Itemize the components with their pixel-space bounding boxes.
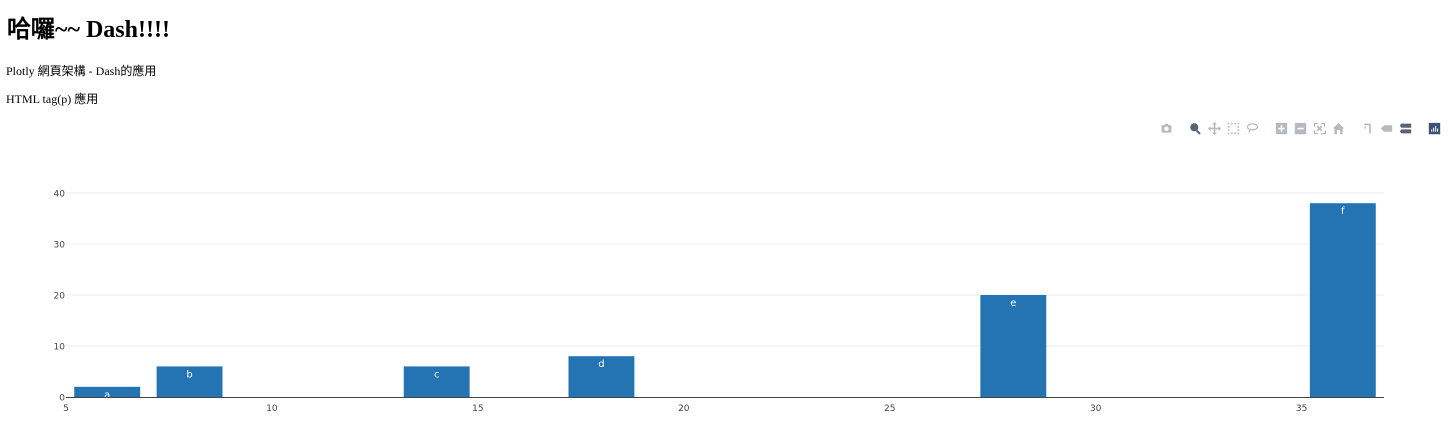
x-tick-label: 25	[884, 404, 895, 414]
x-tick-label: 30	[1090, 404, 1102, 414]
zoom-icon[interactable]	[1188, 121, 1202, 135]
bar[interactable]	[1309, 203, 1376, 397]
x-tick-label: 5	[63, 404, 69, 414]
chart-modebar	[1144, 120, 1441, 136]
x-tick-label: 15	[472, 404, 483, 414]
html-tag-paragraph: HTML tag(p) 應用	[6, 92, 99, 106]
bar-text-label: e	[1010, 298, 1016, 309]
modebar-group-zoom	[1269, 121, 1345, 135]
bar-text-label: f	[1341, 206, 1345, 217]
box-select-icon[interactable]	[1226, 121, 1240, 135]
modebar-group-hover	[1355, 121, 1412, 135]
reset-axes-icon[interactable]	[1331, 121, 1345, 135]
plotly-logo-icon[interactable]	[1427, 121, 1441, 135]
modebar-group-export	[1154, 121, 1173, 135]
modebar-group-drag	[1183, 121, 1259, 135]
autoscale-icon[interactable]	[1312, 121, 1326, 135]
y-tick-label: 10	[54, 343, 66, 353]
spike-lines-icon[interactable]	[1360, 121, 1374, 135]
x-tick-label: 10	[266, 404, 278, 414]
page-heading: 哈囉~~ Dash!!!!	[7, 17, 170, 43]
x-tick-label: 20	[678, 404, 690, 414]
y-tick-label: 30	[54, 241, 66, 251]
hover-compare-icon[interactable]	[1398, 121, 1412, 135]
lasso-select-icon[interactable]	[1245, 121, 1259, 135]
bar-text-label: b	[186, 369, 192, 380]
bar[interactable]	[74, 386, 141, 397]
zoom-in-icon[interactable]	[1274, 121, 1288, 135]
camera-icon[interactable]	[1159, 121, 1173, 135]
bar-text-label: c	[434, 369, 440, 380]
bar-chart: a b c d e f 0 10 20 30 40 5 10 15 20 25 30 35	[54, 190, 1384, 414]
y-tick-label: 20	[54, 292, 66, 302]
bar-text-label: a	[104, 390, 110, 401]
hover-closest-icon[interactable]	[1379, 121, 1393, 135]
bar[interactable]	[156, 366, 223, 397]
intro-paragraph: Plotly 網頁架構 - Dash的應用	[6, 64, 157, 78]
pan-icon[interactable]	[1207, 121, 1221, 135]
bar[interactable]	[568, 356, 635, 397]
y-tick-label: 40	[54, 190, 66, 200]
zoom-out-icon[interactable]	[1293, 121, 1307, 135]
bar[interactable]	[403, 366, 470, 397]
y-tick-label: 0	[59, 394, 65, 404]
bar[interactable]	[980, 295, 1047, 397]
modebar-group-logo	[1422, 121, 1441, 135]
x-tick-label: 35	[1296, 404, 1307, 414]
bar-text-label: d	[598, 359, 604, 370]
